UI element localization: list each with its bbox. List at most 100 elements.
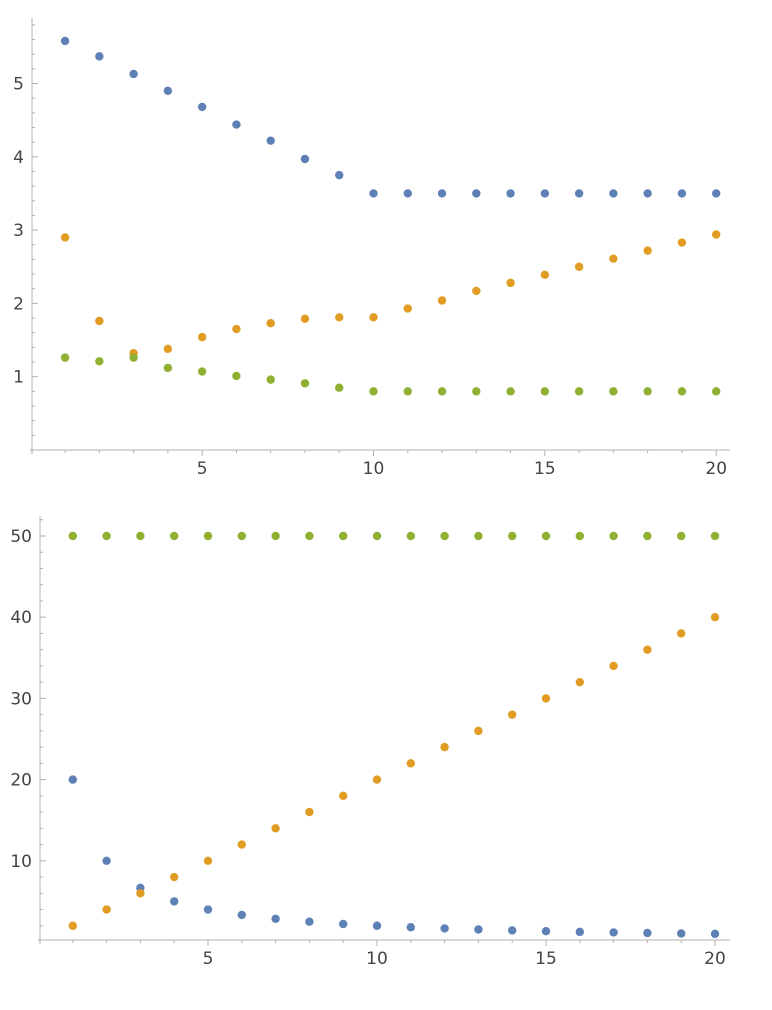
x-tick-label: 5 — [203, 949, 214, 969]
data-point — [68, 775, 78, 784]
data-point — [472, 387, 481, 396]
data-point — [232, 324, 241, 334]
y-tick-label: 5 — [13, 75, 24, 95]
data-point — [506, 189, 515, 198]
data-point — [643, 189, 652, 198]
data-point — [437, 296, 447, 305]
data-point — [403, 387, 412, 396]
y-tick-label: 30 — [10, 689, 32, 709]
x-tick-label: 15 — [535, 949, 557, 969]
y-tick-label: 50 — [10, 527, 32, 547]
data-point — [163, 86, 173, 96]
data-point — [437, 387, 447, 396]
x-tick-label: 15 — [534, 459, 556, 479]
data-point — [237, 840, 246, 849]
data-point — [609, 189, 618, 198]
data-point — [197, 102, 207, 112]
data-point — [406, 531, 415, 541]
data-point — [406, 923, 415, 932]
x-tick-label: 10 — [363, 459, 385, 479]
data-point — [677, 387, 687, 396]
data-point — [266, 318, 275, 328]
data-point — [643, 928, 652, 938]
data-point — [60, 36, 70, 46]
data-point — [305, 807, 314, 817]
x-tick-label: 20 — [704, 949, 726, 969]
data-point — [203, 856, 213, 865]
y-tick-label: 3 — [13, 221, 24, 241]
data-point — [541, 927, 551, 936]
data-point — [406, 759, 415, 768]
data-point — [677, 929, 686, 938]
data-point — [575, 531, 584, 541]
series-1 — [68, 775, 720, 939]
data-point — [95, 357, 104, 366]
data-point — [300, 154, 310, 164]
series-3 — [68, 531, 720, 541]
data-point — [203, 531, 213, 541]
data-point — [574, 189, 584, 198]
data-point — [474, 531, 483, 541]
data-point — [203, 905, 213, 914]
data-point — [710, 613, 720, 622]
data-point — [170, 531, 179, 541]
data-point — [232, 120, 241, 129]
data-point — [136, 889, 145, 898]
y-tick-label: 4 — [13, 148, 24, 168]
data-point — [474, 925, 483, 934]
data-point — [369, 313, 378, 322]
data-point — [643, 645, 652, 654]
x-tick-label: 10 — [366, 949, 388, 969]
data-point — [237, 531, 246, 541]
data-point — [472, 286, 481, 296]
data-point — [609, 387, 618, 396]
data-point — [60, 233, 70, 242]
data-point — [506, 278, 515, 288]
data-point — [540, 387, 550, 396]
y-tick-label: 2 — [13, 294, 24, 314]
data-point — [95, 52, 104, 61]
plot-bottom: 5 10 15 20 10 20 30 40 50 — [10, 516, 730, 969]
data-point — [305, 531, 314, 541]
data-point — [372, 921, 382, 930]
data-point — [129, 69, 138, 79]
data-point — [305, 917, 314, 926]
data-point — [102, 531, 111, 541]
data-point — [197, 332, 207, 342]
data-point — [710, 929, 720, 939]
data-point — [712, 387, 721, 396]
data-point — [271, 531, 280, 541]
data-point — [339, 791, 348, 801]
data-point — [643, 531, 652, 541]
data-point — [339, 531, 348, 541]
data-point — [68, 921, 78, 930]
plot-top: 5 10 15 20 1 2 3 4 5 — [13, 18, 730, 479]
data-point — [372, 531, 382, 541]
data-point — [163, 344, 173, 354]
data-point — [335, 170, 344, 180]
data-point — [677, 189, 687, 198]
x-tick-label: 5 — [197, 459, 208, 479]
data-point — [575, 927, 584, 937]
x-tick-label: 20 — [705, 459, 727, 479]
data-point — [474, 726, 483, 736]
data-point — [643, 246, 652, 255]
data-point — [712, 230, 721, 239]
data-point — [643, 387, 652, 396]
data-point — [271, 824, 280, 833]
data-point — [403, 304, 412, 313]
y-tick-label: 1 — [13, 368, 24, 388]
data-point — [372, 775, 382, 784]
data-point — [609, 254, 618, 263]
data-point — [335, 383, 344, 392]
data-point — [237, 910, 246, 920]
data-point — [508, 926, 517, 935]
data-point — [506, 387, 515, 396]
data-point — [710, 531, 720, 541]
data-point — [369, 387, 378, 396]
data-point — [300, 379, 310, 388]
data-point — [163, 363, 173, 373]
data-point — [712, 189, 721, 198]
data-point — [271, 914, 280, 923]
